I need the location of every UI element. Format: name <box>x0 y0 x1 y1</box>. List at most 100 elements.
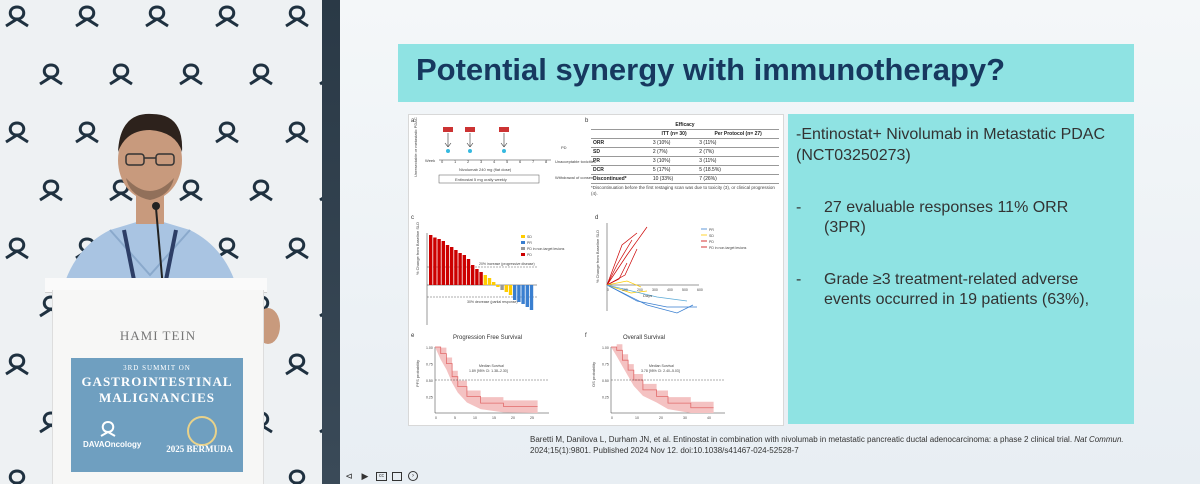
tick-label: 25 <box>530 416 534 420</box>
waterfall-bar <box>517 285 521 302</box>
tick-label: 300 <box>652 288 658 292</box>
tick-label: 10 <box>473 416 477 420</box>
waterfall-bar <box>521 285 525 304</box>
backdrop-logo-icon <box>0 120 34 146</box>
week-tick-label: 4 <box>493 159 496 164</box>
player-controls: ⊲ ▶ cc › <box>340 468 460 484</box>
efficacy-row: PR 3 (10%) 3 (11%) <box>591 156 779 166</box>
efficacy-cell: SD <box>591 147 651 157</box>
efficacy-cell: Discontinued* <box>591 174 651 184</box>
waterfall-bar <box>445 245 450 285</box>
waterfall-bar <box>513 285 517 300</box>
panel-e-title: Progression Free Survival <box>453 335 522 341</box>
efficacy-cell: PR <box>591 156 651 166</box>
panel-f-ticks: 0 10 20 30 40 1.00 0.75 0.50 0.25 <box>602 346 711 420</box>
backdrop-logo-icon <box>104 62 138 88</box>
tick-label: 0.75 <box>602 363 609 367</box>
panel-b-label: b <box>585 118 589 124</box>
legend-swatch <box>521 241 525 244</box>
efficacy-cell: 5 (17%) <box>650 165 698 175</box>
captions-icon[interactable]: cc <box>376 472 387 481</box>
waterfall-bar <box>433 237 437 285</box>
spider-line <box>606 284 688 302</box>
backdrop-logo-icon <box>34 62 68 88</box>
efficacy-cell: 5 (18.5%) <box>697 165 779 175</box>
efficacy-header: Per Protocol (n= 27) <box>697 129 779 139</box>
trial-figure: a Unresectable or metastatic PDAC Week 0… <box>408 114 784 426</box>
efficacy-table: Efficacy ITT (n= 30) Per Protocol (n= 27) O… <box>591 121 779 184</box>
waterfall-bar <box>466 259 471 285</box>
efficacy-title: Efficacy <box>591 121 779 130</box>
panel-e-ylabel: PFS probability <box>415 360 420 387</box>
play-icon[interactable]: ▶ <box>361 471 369 481</box>
bullet-text: 27 evaluable responses 11% ORR (3PR) <box>824 199 1069 236</box>
efficacy-cell: 3 (11%) <box>697 138 779 148</box>
panel-e-median: Median Survival <box>479 364 504 368</box>
bullet-text: Grade ≥3 treatment-related adverse event… <box>824 271 1090 308</box>
spider-line <box>606 239 633 286</box>
panel-f-title: Overall Survival <box>623 335 665 341</box>
spider-line <box>606 284 694 314</box>
sign-line-2: GASTROINTESTINAL <box>81 374 233 389</box>
title-bar: Potential synergy with immunotherapy? <box>398 44 1134 102</box>
tick-label: 40 <box>707 416 711 420</box>
tick-label: 0.25 <box>602 396 609 400</box>
dava-logo-icon <box>100 420 116 437</box>
panel-d-ticks: 0 100 200 300 400 500 600 <box>607 288 703 292</box>
week-tick-label: 1 <box>454 159 457 164</box>
copy-icon[interactable] <box>392 472 402 481</box>
panel-c-annot2: 30% decrease (partial response) <box>467 300 518 304</box>
backdrop-logo-icon <box>280 120 314 146</box>
panel-e-label: e <box>411 333 415 339</box>
week-tick-label: 8 <box>545 159 548 164</box>
panel-a-pd: PD <box>561 145 567 150</box>
backdrop-logo-icon <box>244 178 278 204</box>
waterfall-bar <box>496 285 500 287</box>
next-icon[interactable]: › <box>408 471 418 481</box>
spider-line <box>606 232 638 286</box>
backdrop-logo-icon <box>210 4 244 30</box>
citation: Baretti M, Danilova L, Durham JN, et al.… <box>530 434 1180 456</box>
backdrop-logo-icon <box>70 120 104 146</box>
tick-label: 200 <box>637 288 643 292</box>
spider-line <box>606 262 628 286</box>
panel-c-legend: SD PR PD in non-target lesions PD <box>521 235 565 257</box>
tick-label: 0.50 <box>602 379 609 383</box>
backdrop-logo-icon <box>244 62 278 88</box>
efficacy-cell: ORR <box>591 138 651 148</box>
waterfall-bar <box>525 285 529 307</box>
week-tick-label: 2 <box>467 159 470 164</box>
tick-label: 1.00 <box>426 346 433 350</box>
legend-label: PR <box>709 228 714 232</box>
backdrop-logo-icon <box>210 120 244 146</box>
efficacy-cell: DCR <box>591 165 651 175</box>
efficacy-cell: 2 (7%) <box>697 147 779 157</box>
backdrop-logo-icon <box>70 4 104 30</box>
spider-line <box>606 284 648 294</box>
panel-e-value: 1.89 [95% CI: 1.38–2.30] <box>469 369 508 373</box>
prev-icon[interactable]: ⊲ <box>345 471 353 481</box>
tick-label: 500 <box>682 288 688 292</box>
conference-sign: 3RD SUMMIT ON GASTROINTESTINAL MALIGNANC… <box>71 358 243 472</box>
waterfall-bar <box>441 241 445 285</box>
backdrop-logo-icon <box>174 62 208 88</box>
waterfall-bar <box>487 278 492 285</box>
panel-a-dose: Nivolumab 240 mg (flat dose) <box>459 167 512 172</box>
efficacy-footnote: *Discontinuation before the first restag… <box>591 185 775 196</box>
efficacy-row: Discontinued* 10 (33%) 7 (26%) <box>591 174 779 184</box>
backdrop-logo-icon <box>314 410 322 436</box>
waterfall-bars <box>429 235 534 310</box>
tick-label: 20 <box>659 416 663 420</box>
tick-label: 400 <box>667 288 673 292</box>
panel-a-tox: Unacceptable toxicities <box>555 159 596 164</box>
efficacy-row: DCR 5 (17%) 5 (18.5%) <box>591 165 779 175</box>
backdrop-logo-icon <box>34 178 68 204</box>
tick-label: 1.00 <box>602 346 609 350</box>
backdrop-logo-icon <box>280 4 314 30</box>
sign-line-1: 3RD SUMMIT ON <box>123 364 191 372</box>
panel-c-ylabel: % Change from Baseline SLD <box>415 222 420 275</box>
panel-e-ticks: 0 5 10 15 20 25 1.00 0.75 0.50 0.25 <box>426 346 534 420</box>
panel-a-side: Unresectable or metastatic PDAC <box>413 117 418 177</box>
legend-label: SD <box>527 235 532 239</box>
panel-d-label: d <box>595 215 598 221</box>
